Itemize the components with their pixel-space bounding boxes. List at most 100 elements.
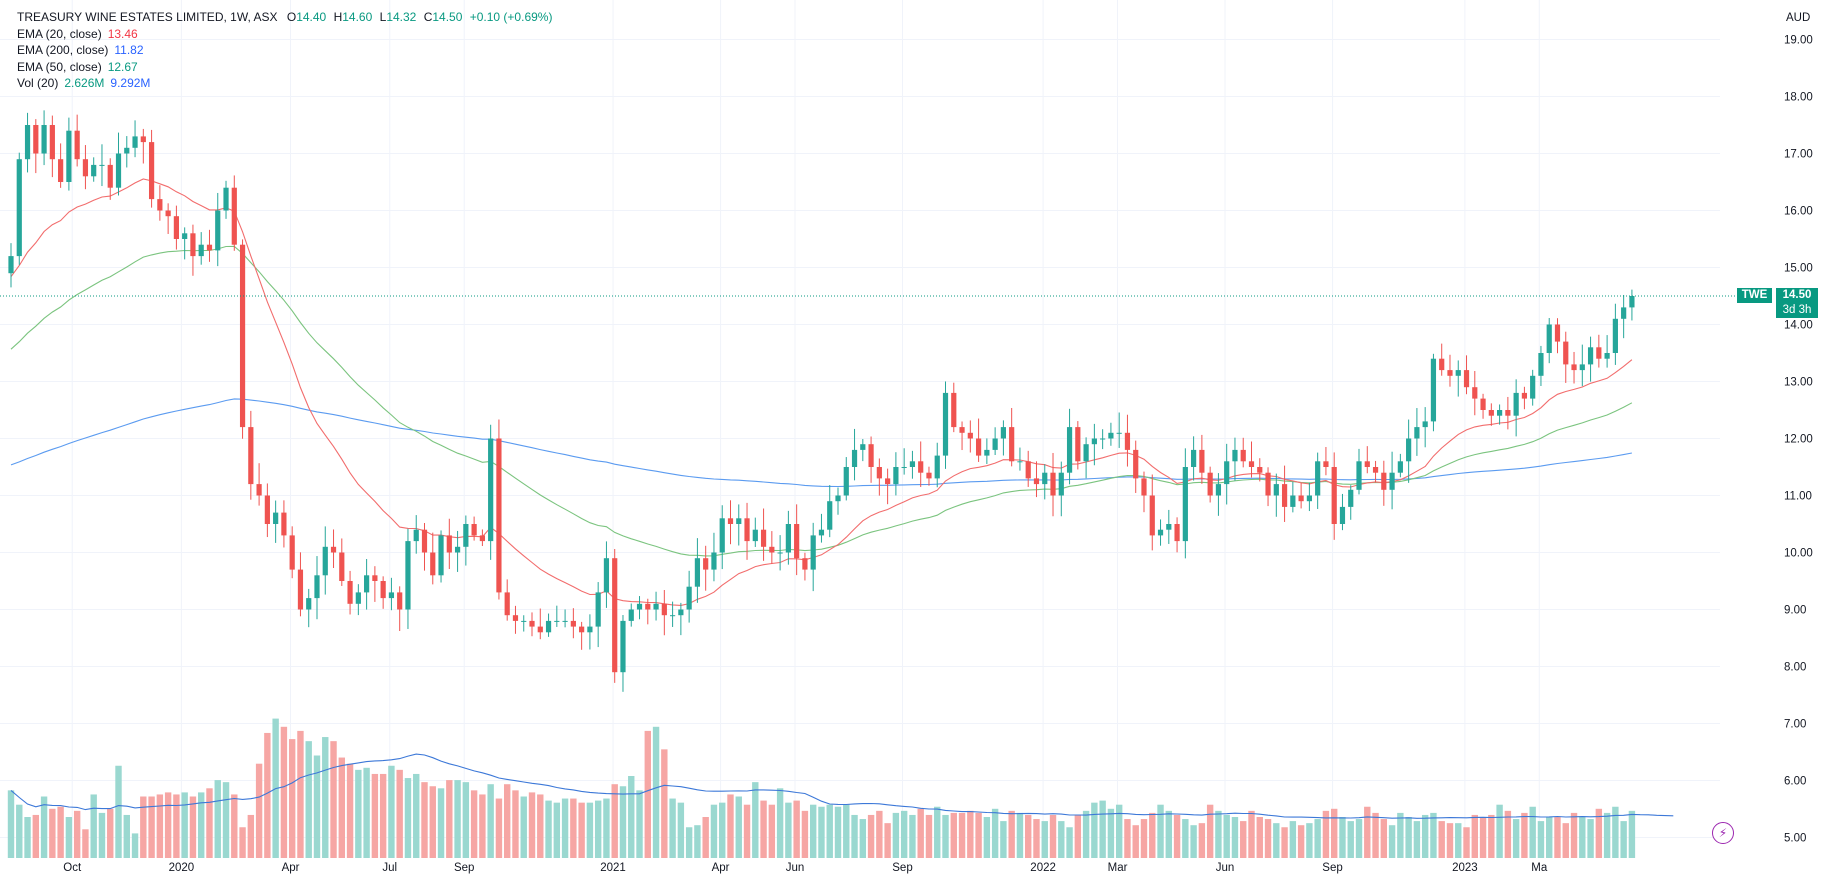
candle-body	[1273, 484, 1279, 496]
grid	[0, 0, 1720, 858]
symbol-title[interactable]: TREASURY WINE ESTATES LIMITED, 1W, ASX	[17, 10, 278, 24]
candle-body	[967, 432, 973, 439]
candle-body	[554, 620, 560, 622]
volume-bar	[983, 817, 991, 858]
volume-bar	[140, 796, 147, 858]
x-tick-label: 2023	[1452, 862, 1478, 874]
candle-body	[694, 558, 701, 587]
price-axis[interactable]: 5.00 6.00 7.00 8.00 9.00 10.00 11.00 12.00 13.00…	[1784, 12, 1813, 845]
candle-body	[1381, 472, 1387, 490]
candle-body	[231, 187, 237, 245]
volume-bar	[1273, 823, 1280, 858]
candle-body	[1554, 324, 1561, 342]
volume-bar	[1173, 814, 1181, 858]
candle-body	[190, 233, 196, 257]
legend-volume[interactable]: Vol (20) 2.626M 9.292M	[17, 75, 552, 92]
candle-body	[157, 199, 163, 211]
legend-ema50[interactable]: EMA (50, close) 12.67	[17, 59, 552, 76]
candle-body	[1157, 529, 1164, 536]
volume-bar	[379, 773, 387, 858]
candle-body	[1149, 495, 1155, 536]
candle-body	[1331, 467, 1337, 524]
candle-body	[1290, 495, 1296, 507]
volume-bar	[958, 812, 966, 858]
volume-bar	[843, 804, 850, 858]
candle-body	[860, 444, 866, 450]
candle-body	[1124, 432, 1131, 450]
candle-body	[1000, 427, 1006, 439]
candle-body	[1348, 489, 1354, 507]
flash-icon[interactable]: ⚡	[1712, 822, 1734, 844]
volume-bar	[967, 810, 974, 858]
candle-body	[868, 444, 874, 467]
candle-body	[1265, 472, 1271, 496]
volume-bar	[785, 802, 792, 858]
ema20-label: EMA (20, close)	[17, 26, 102, 41]
volume-bar	[1554, 817, 1561, 858]
candle-body	[1017, 461, 1023, 463]
candle-body	[140, 136, 146, 143]
x-tick-label: Sep	[454, 862, 474, 874]
candle-body	[1463, 370, 1470, 388]
volume-bar	[313, 755, 321, 858]
volume-bar	[1331, 808, 1338, 858]
candle-body	[405, 541, 411, 610]
ohlc-low-label: L	[379, 10, 387, 24]
candle-body	[645, 603, 651, 610]
candle-body	[16, 159, 22, 257]
volume-bar	[1297, 825, 1305, 858]
candle-body	[1604, 353, 1610, 359]
volume-bar	[851, 814, 858, 858]
candle-body	[521, 620, 527, 622]
volume-bar	[1115, 804, 1123, 858]
candle-body	[794, 524, 800, 559]
legend-ema20[interactable]: EMA (20, close) 13.46	[17, 26, 552, 43]
time-axis[interactable]: Oct 2020 Apr Jul Sep 2021 Apr Jun Sep 2022 Mar Jun S…	[63, 862, 1548, 874]
volume-bar	[1355, 819, 1363, 858]
candle-body	[595, 592, 601, 627]
volume-bar	[1397, 812, 1404, 858]
y-tick-label: 16.00	[1784, 206, 1813, 218]
candle-body	[397, 592, 403, 610]
volume-bar	[322, 737, 329, 858]
candle-body	[918, 461, 924, 473]
candle-body	[612, 558, 618, 673]
candle-body	[289, 535, 295, 570]
x-tick-label: 2020	[169, 862, 195, 874]
candle-body	[66, 130, 72, 182]
x-tick-label: Oct	[63, 862, 82, 874]
volume-bar	[743, 804, 751, 858]
candle-body	[810, 535, 816, 570]
candle-body	[454, 546, 461, 553]
volume-bar	[1016, 812, 1024, 858]
volume-bar	[1620, 821, 1627, 858]
candle-body	[115, 153, 122, 188]
volume-bar	[1322, 810, 1330, 858]
candle-body	[1100, 438, 1106, 440]
volume-bar	[32, 814, 40, 858]
volume-bar	[404, 778, 412, 858]
volume-bar	[950, 812, 957, 858]
x-tick-label: Ma	[1531, 862, 1548, 874]
volume-bar	[1306, 823, 1313, 858]
legend-ema200[interactable]: EMA (200, close) 11.82	[17, 42, 552, 59]
volume-bars	[7, 718, 1636, 858]
volume-bar	[1124, 819, 1131, 858]
candle-body	[281, 512, 287, 536]
x-tick-label: Jun	[1216, 862, 1235, 874]
volume-bar	[429, 786, 436, 858]
volume-bar	[16, 804, 23, 858]
volume-bar	[1314, 819, 1321, 858]
volume-bar	[280, 726, 288, 858]
ema50-line	[10, 245, 1633, 557]
volume-ma-line	[10, 753, 1674, 819]
candle-body	[248, 427, 254, 485]
y-tick-label: 8.00	[1784, 662, 1806, 674]
candle-body	[587, 626, 593, 633]
volume-bar	[1248, 810, 1255, 858]
volume-bar	[173, 794, 180, 858]
volume-bar	[189, 796, 197, 858]
candle-body	[1050, 472, 1056, 496]
x-tick-label: Apr	[282, 862, 300, 874]
